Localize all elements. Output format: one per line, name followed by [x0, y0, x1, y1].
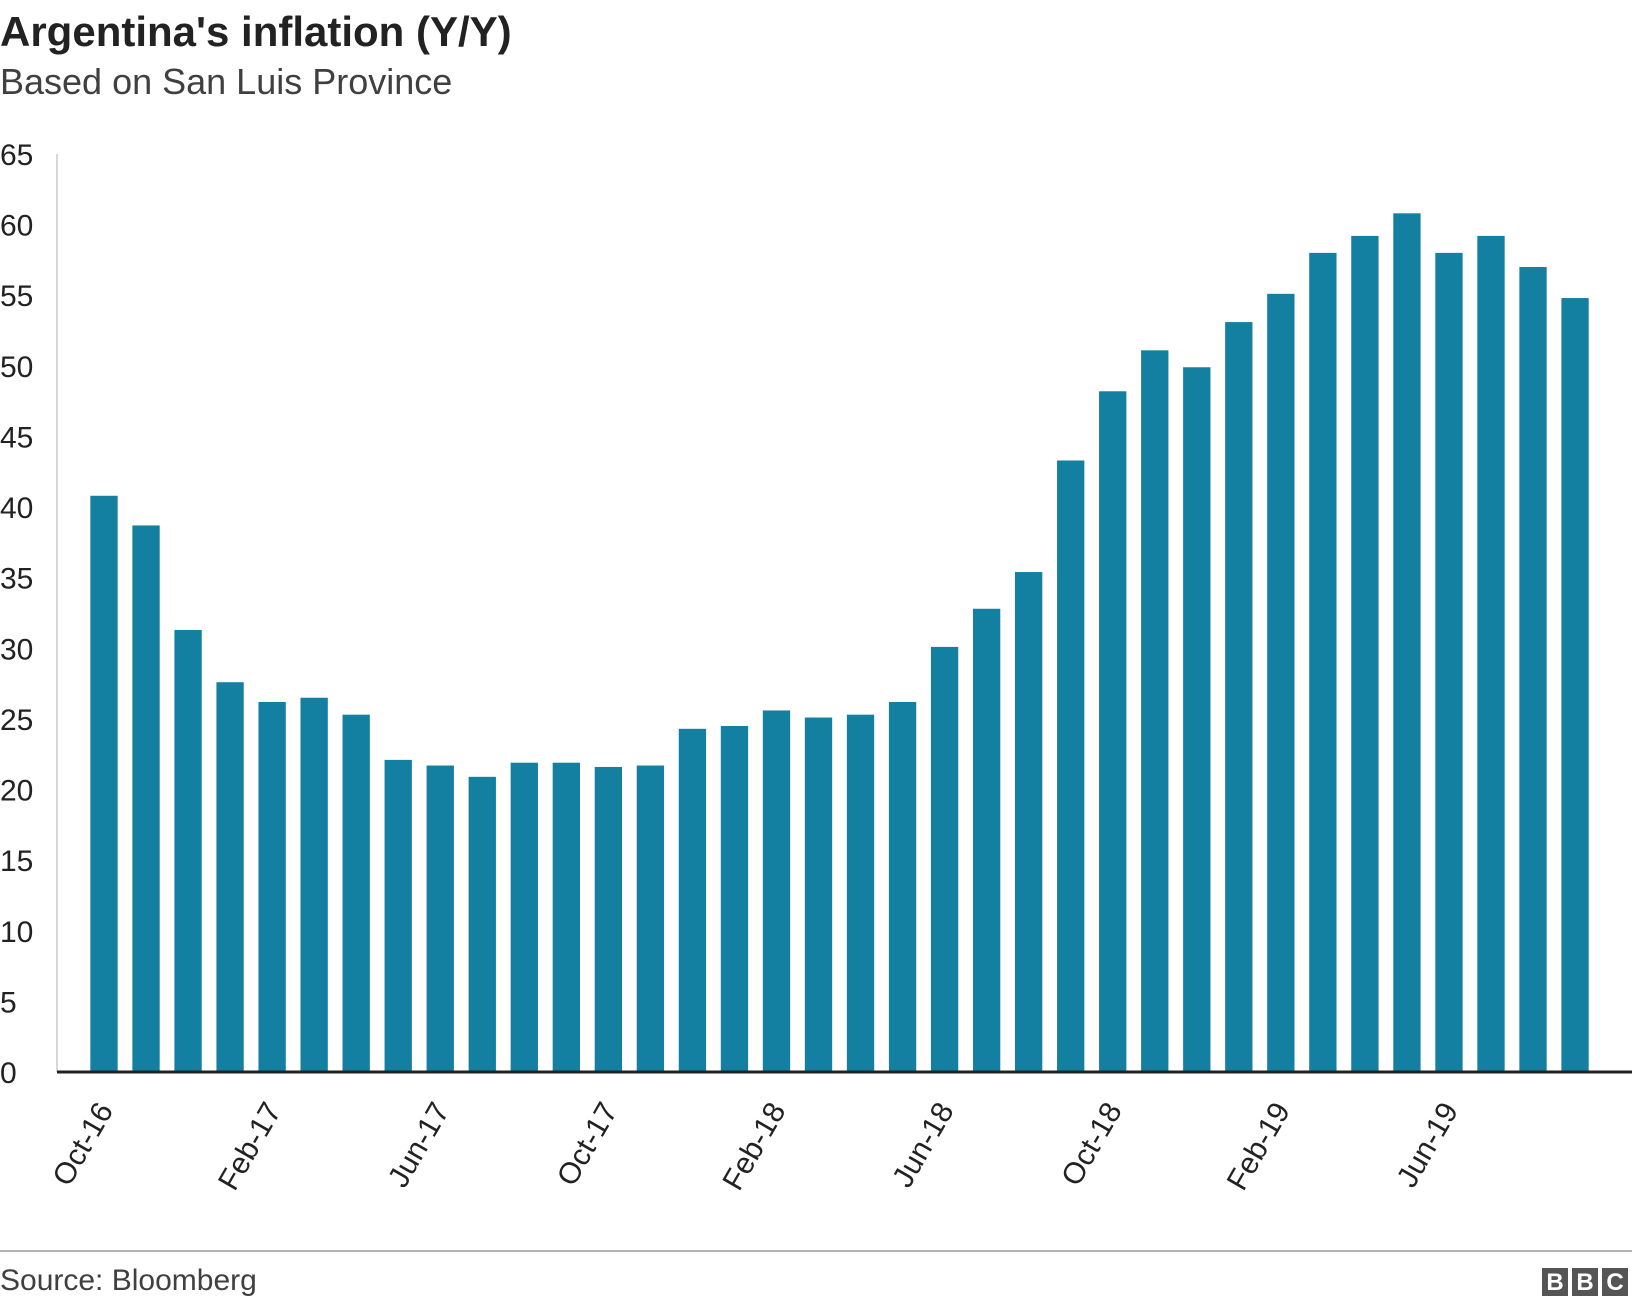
- x-tick-label: Oct-17: [551, 1097, 625, 1191]
- bar: [636, 765, 665, 1072]
- bar: [342, 714, 370, 1072]
- y-tick-label: 35: [0, 563, 33, 596]
- y-tick-label: 20: [0, 775, 33, 808]
- bar: [888, 701, 917, 1072]
- y-tick-label: 45: [0, 421, 33, 454]
- y-tick-label: 10: [0, 916, 33, 949]
- chart-subtitle: Based on San Luis Province: [0, 61, 452, 102]
- bar: [1099, 391, 1127, 1072]
- bar: [258, 701, 286, 1072]
- bar: [678, 728, 707, 1072]
- bar: [132, 525, 160, 1072]
- bar: [384, 759, 412, 1072]
- x-tick-label: Feb-19: [1221, 1097, 1297, 1196]
- bar: [594, 766, 623, 1072]
- y-tick-label: 0: [0, 1057, 17, 1090]
- y-tick-label: 25: [0, 704, 33, 737]
- x-tick-label: Oct-16: [46, 1097, 120, 1191]
- y-tick-label: 65: [0, 139, 33, 172]
- y-tick-label: 15: [0, 845, 33, 878]
- logo: B B C: [1542, 1268, 1628, 1296]
- bar: [90, 495, 118, 1073]
- bar: [216, 682, 244, 1072]
- chart-title: Argentina's inflation (Y/Y): [0, 8, 512, 55]
- logo-letter: B: [1576, 1269, 1593, 1296]
- bar: [174, 629, 202, 1072]
- bar: [552, 762, 580, 1072]
- bar: [1393, 213, 1421, 1073]
- bar: [300, 697, 328, 1072]
- y-tick-label: 30: [0, 633, 33, 666]
- x-tick-label: Jun-18: [886, 1097, 960, 1193]
- x-tick-label: Jun-17: [382, 1097, 456, 1193]
- x-tick-label: Feb-17: [212, 1097, 288, 1196]
- bar: [426, 765, 454, 1072]
- logo-letter: C: [1606, 1269, 1623, 1296]
- bar: [930, 646, 959, 1072]
- y-tick-label: 50: [0, 351, 33, 384]
- bar: [468, 776, 496, 1072]
- x-tick-label: Jun-19: [1391, 1097, 1465, 1193]
- y-tick-label: 55: [0, 280, 33, 313]
- x-tick-label: Feb-18: [716, 1097, 792, 1196]
- bar: [1561, 298, 1589, 1072]
- bar: [1267, 293, 1295, 1072]
- y-tick-label: 5: [0, 986, 17, 1019]
- source: Source: Bloomberg: [0, 1264, 257, 1297]
- bar: [1183, 367, 1211, 1073]
- bar: [846, 714, 875, 1072]
- logo-box: [1602, 1268, 1628, 1296]
- bar: [720, 725, 749, 1072]
- x-tick-label: Oct-18: [1055, 1097, 1129, 1191]
- bar: [972, 608, 1001, 1072]
- bar: [804, 717, 833, 1072]
- bar: [1057, 460, 1085, 1072]
- y-tick-label: 40: [0, 492, 33, 525]
- bar: [1225, 322, 1253, 1073]
- bar: [1141, 350, 1169, 1072]
- bar: [1477, 235, 1505, 1073]
- bar: [510, 762, 538, 1072]
- bar: [1351, 235, 1379, 1073]
- bar: [1519, 266, 1547, 1072]
- bar: [762, 710, 791, 1072]
- logo-letter: B: [1546, 1269, 1563, 1296]
- bar: [1015, 572, 1043, 1072]
- bar: [1435, 252, 1463, 1072]
- logo-box: [1542, 1268, 1568, 1296]
- bar: [1309, 252, 1337, 1072]
- y-tick-label: 60: [0, 210, 33, 243]
- logo-box: [1572, 1268, 1598, 1296]
